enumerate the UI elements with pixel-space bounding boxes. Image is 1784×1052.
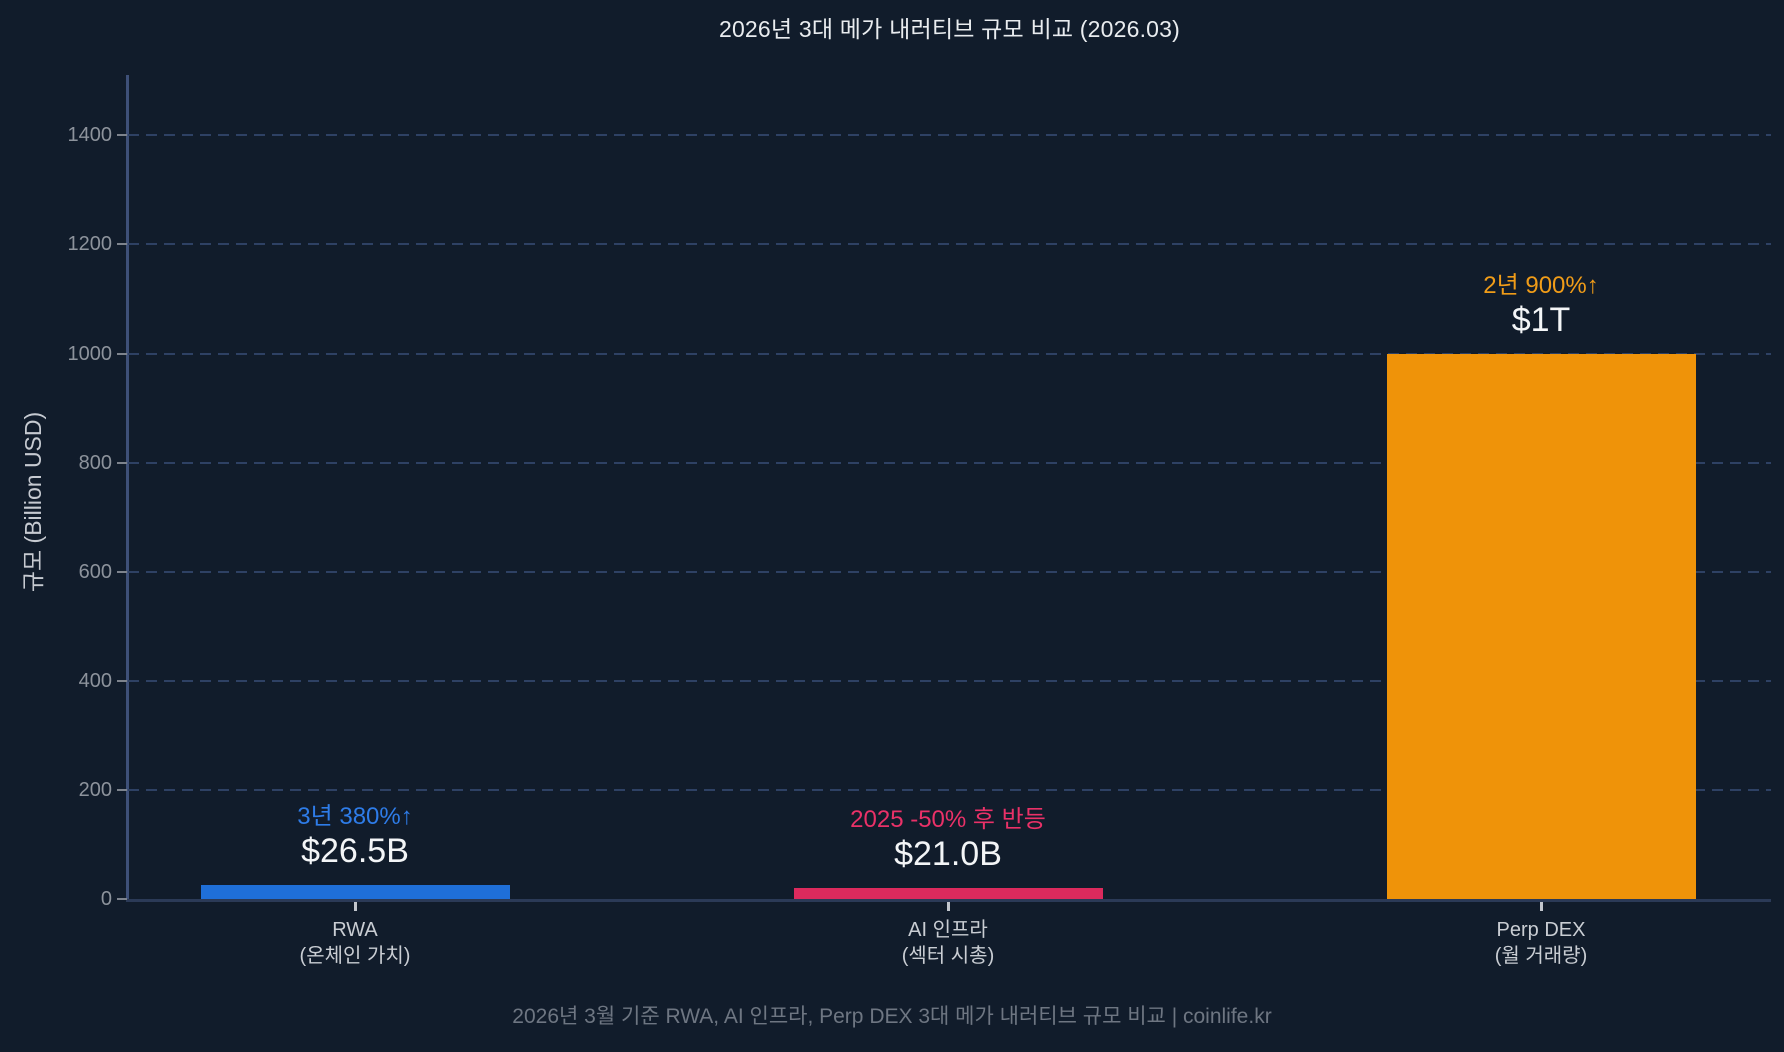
category-label-2: Perp DEX (월 거래량) bbox=[1281, 917, 1784, 969]
gridline-1400 bbox=[128, 134, 1771, 137]
category-name: Perp DEX bbox=[1496, 919, 1586, 941]
gridline-600 bbox=[128, 570, 1771, 573]
y-tick-label-1200: 1200 bbox=[67, 233, 113, 256]
category-sublabel: (섹터 시총) bbox=[901, 945, 995, 967]
gridline-400 bbox=[128, 679, 1771, 682]
x-axis-line bbox=[126, 899, 1771, 902]
category-sublabel: (월 거래량) bbox=[1494, 945, 1588, 967]
gridline-1000 bbox=[128, 352, 1771, 355]
category-name: AI 인프라 bbox=[908, 919, 988, 941]
y-tick-mark-1000 bbox=[117, 352, 127, 355]
y-tick-label-1000: 1000 bbox=[67, 342, 113, 365]
y-tick-mark-1400 bbox=[117, 134, 127, 137]
bar-annotation-0: 3년 380%↑ $26.5B bbox=[95, 802, 615, 870]
y-tick-mark-200 bbox=[117, 788, 127, 791]
bar-annotation-2: 2년 900%↑ $1T bbox=[1281, 271, 1784, 339]
x-tick-mark-0 bbox=[354, 902, 357, 911]
annotation-note: 2년 900%↑ bbox=[1483, 271, 1599, 299]
bar-ai-인프라 bbox=[793, 887, 1103, 899]
category-name: RWA bbox=[332, 919, 378, 941]
y-axis-line bbox=[126, 75, 129, 902]
y-tick-label-800: 800 bbox=[78, 451, 112, 474]
plot-area bbox=[126, 75, 1771, 902]
annotation-value: $1T bbox=[1511, 300, 1571, 339]
annotation-note: 2025 -50% 후 반등 bbox=[850, 805, 1046, 833]
bar-annotation-1: 2025 -50% 후 반등 $21.0B bbox=[688, 805, 1208, 873]
bar-perp-dex bbox=[1386, 353, 1696, 899]
y-tick-label-600: 600 bbox=[78, 560, 112, 583]
y-tick-mark-600 bbox=[117, 570, 127, 573]
y-tick-label-200: 200 bbox=[78, 778, 112, 801]
y-tick-mark-800 bbox=[117, 461, 127, 464]
annotation-note: 3년 380%↑ bbox=[297, 802, 413, 830]
category-label-0: RWA (온체인 가치) bbox=[95, 917, 615, 969]
gridline-200 bbox=[128, 788, 1771, 791]
y-tick-mark-400 bbox=[117, 679, 127, 682]
y-tick-label-0: 0 bbox=[100, 888, 112, 910]
y-tick-mark-0 bbox=[117, 898, 127, 900]
annotation-value: $21.0B bbox=[894, 834, 1002, 873]
x-tick-mark-2 bbox=[1540, 902, 1543, 911]
y-tick-label-1400: 1400 bbox=[67, 124, 113, 147]
chart-title: 2026년 3대 메가 내러티브 규모 비교 (2026.03) bbox=[718, 16, 1181, 42]
bar-rwa bbox=[200, 884, 510, 899]
gridline-800 bbox=[128, 461, 1771, 464]
y-tick-mark-1200 bbox=[117, 243, 127, 246]
gridline-1200 bbox=[128, 243, 1771, 246]
footer-caption: 2026년 3월 기준 RWA, AI 인프라, Perp DEX 3대 메가 … bbox=[512, 1005, 1272, 1028]
y-tick-label-400: 400 bbox=[78, 669, 112, 692]
category-label-1: AI 인프라 (섹터 시총) bbox=[688, 917, 1208, 969]
x-tick-mark-1 bbox=[947, 902, 950, 911]
annotation-value: $26.5B bbox=[301, 831, 409, 870]
category-sublabel: (온체인 가치) bbox=[299, 945, 411, 967]
